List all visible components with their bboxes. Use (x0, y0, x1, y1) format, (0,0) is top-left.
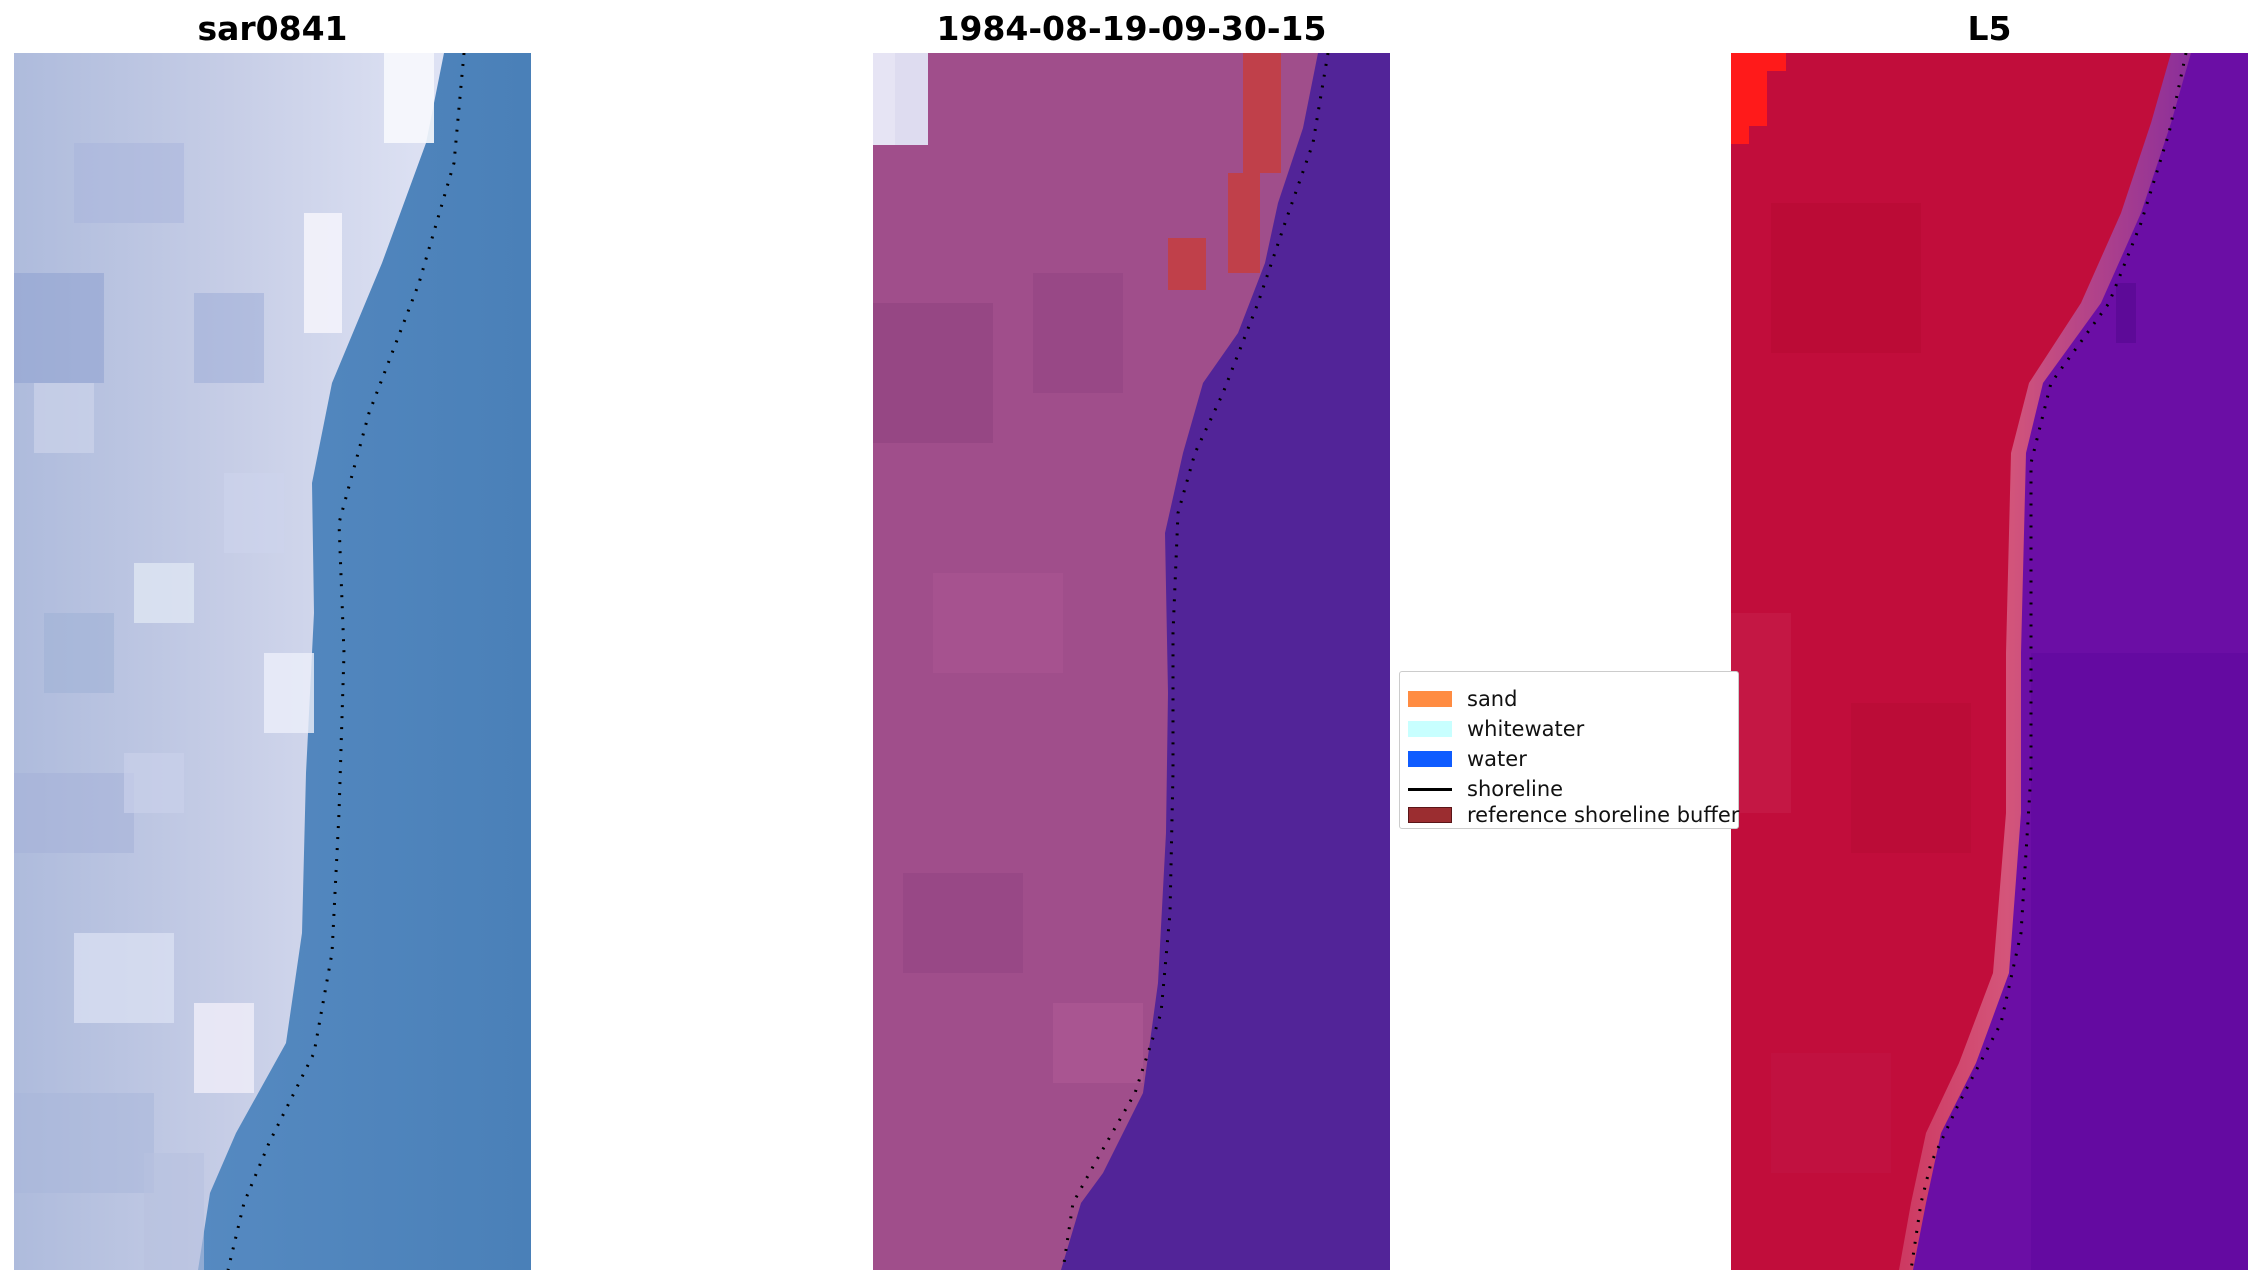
legend-label: shoreline (1467, 777, 1564, 801)
legend-label: reference shoreline buffer (1467, 803, 1740, 827)
l5-image (1731, 53, 2248, 1270)
legend-item-reference-buffer: reference shoreline buffer (1408, 800, 1739, 830)
classified-image (873, 53, 1390, 1270)
legend-label: water (1467, 747, 1527, 771)
rgb-image (14, 53, 531, 1270)
legend-label: whitewater (1467, 717, 1585, 741)
legend: sand whitewater water shoreline referenc… (1399, 671, 1739, 829)
panel-title-3: L5 (1967, 9, 2012, 48)
legend-label: sand (1467, 687, 1518, 711)
legend-item-shoreline: shoreline (1408, 774, 1563, 804)
water-swatch (1408, 751, 1452, 767)
sand-swatch (1408, 691, 1452, 707)
legend-item-sand: sand (1408, 684, 1517, 714)
rgb-image-panel (14, 53, 531, 1270)
l5-image-panel (1731, 53, 2248, 1270)
shoreline-swatch (1408, 787, 1452, 791)
legend-item-water: water (1408, 744, 1527, 774)
legend-item-whitewater: whitewater (1408, 714, 1584, 744)
panel-title-1: sar0841 (197, 9, 348, 48)
panel-title-2: 1984-08-19-09-30-15 (936, 9, 1327, 48)
shoreline-line (1061, 53, 1330, 1270)
buffer-swatch (1408, 807, 1452, 823)
classified-image-panel (873, 53, 1390, 1270)
whitewater-swatch (1408, 721, 1452, 737)
